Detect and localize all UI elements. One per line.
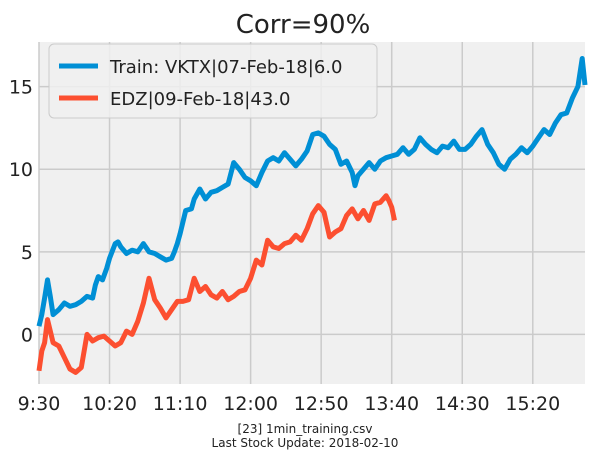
y-tick-label: 5	[21, 242, 33, 264]
x-tick-label: 11:10	[153, 393, 208, 415]
y-tick-label: 0	[21, 324, 33, 346]
legend: Train: VKTX|07-Feb-18|6.0 EDZ|09-Feb-18|4…	[48, 43, 378, 119]
x-tick-label: 9:30	[18, 393, 61, 415]
x-tick-label: 12:50	[294, 393, 349, 415]
legend-box	[48, 43, 378, 119]
x-tick-label: 12:00	[223, 393, 278, 415]
y-tick-label: 10	[9, 159, 33, 181]
legend-label: Train: VKTX|07-Feb-18|6.0	[109, 57, 342, 78]
x-tick-label: 15:20	[505, 393, 560, 415]
footer-filename: [23] 1min_training.csv	[238, 422, 373, 436]
legend-label: EDZ|09-Feb-18|43.0	[110, 89, 290, 110]
x-tick-label: 13:40	[364, 393, 419, 415]
y-tick-label: 15	[9, 77, 33, 99]
footer-last-update: Last Stock Update: 2018-02-10	[212, 436, 399, 450]
x-tick-label: 14:30	[435, 393, 490, 415]
series-train-line	[36, 56, 588, 327]
x-tick-label: 10:20	[82, 393, 137, 415]
chart-title: Corr=90%	[236, 10, 371, 40]
series-edz-line	[36, 193, 397, 375]
tick-labels: 0 5 10 15 9:30 10:20 11:10 12:00 12:50 13:40 14:30…	[9, 77, 560, 415]
series-lines	[36, 56, 588, 375]
